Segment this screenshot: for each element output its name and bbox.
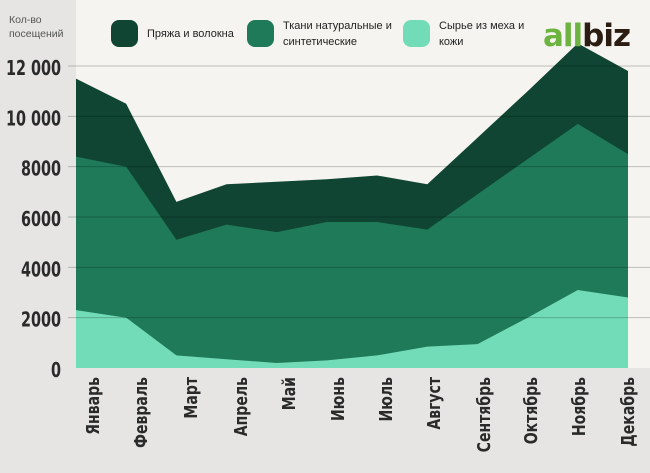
legend-label-raw: Сырье из меха и кожи [439,20,525,48]
legend-item-raw: Сырье из меха и кожи [403,20,534,50]
x-tick-label: Август [423,376,444,429]
legend-swatch-raw [403,20,430,47]
x-tick-label: Июль [375,377,396,422]
legend-label-yarn: Пряжа и волокна [147,28,234,40]
y-tick-label: 6000 [21,209,61,232]
x-tick-label: Июнь [327,377,348,421]
y-tick-label: 10 000 [6,108,61,131]
y-tick-label: 8000 [21,158,61,181]
x-tick-label: Март [180,376,201,418]
y-axis-title: Кол-во посещений [9,14,64,40]
y-tick-label: 4000 [21,259,61,282]
x-axis-background [0,368,650,473]
x-tick-label: Ноябрь [568,377,589,436]
area-series-0 [76,290,628,368]
x-tick-label: Февраль [130,377,151,448]
legend-item-fabrics: Ткани натуральные и синтетические [247,20,393,50]
allbiz-logo: allbiz [543,18,631,54]
x-tick-label: Апрель [230,377,251,436]
x-tick-label: Октябрь [520,377,541,444]
x-tick-label: Январь [82,377,103,435]
y-tick-label: 12 000 [6,58,61,81]
legend-swatch-yarn [111,20,138,47]
y-tick-label: 2000 [21,309,61,332]
legend-swatch-fabrics [247,20,274,47]
legend-item-yarn: Пряжа и волокна [111,20,277,47]
x-tick-label: Декабрь [617,377,638,447]
y-tick-label: 0 [51,360,61,383]
legend-label-fabrics: Ткани натуральные и синтетические [283,20,392,48]
x-tick-label: Сентябрь [473,377,494,452]
area-series-1 [76,123,628,369]
x-tick-label: Май [278,377,299,410]
